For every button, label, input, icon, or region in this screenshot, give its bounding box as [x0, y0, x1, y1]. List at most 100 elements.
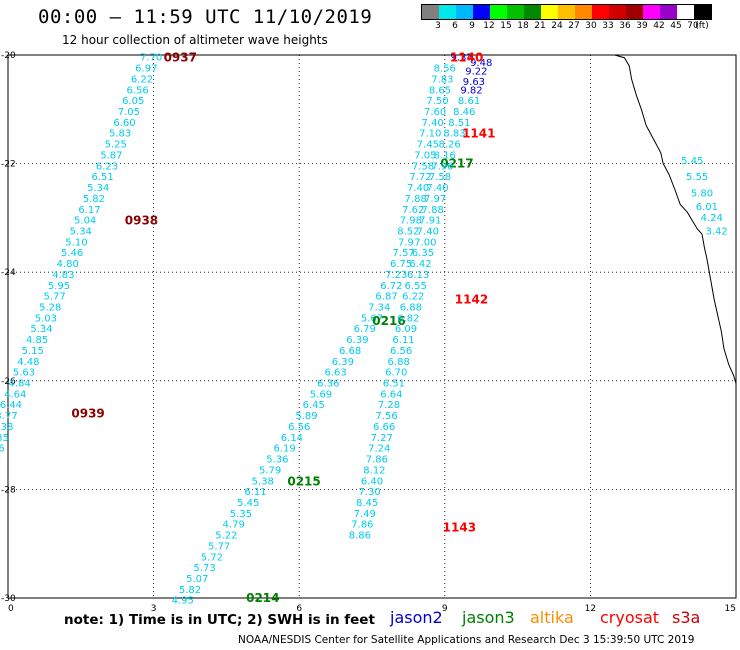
wave-height-label: 4.48 — [17, 357, 39, 368]
wave-height-label: 6.72 — [380, 281, 402, 292]
wave-height-label: 5.82 — [83, 194, 105, 205]
wave-height-label: 7.28 — [378, 400, 400, 411]
wave-height-label: 7.30 — [358, 487, 380, 498]
wave-height-label: 7.56 — [375, 411, 397, 422]
wave-height-label: 6.42 — [409, 259, 431, 270]
color-swatch — [643, 5, 660, 19]
wave-height-label: 7.57 — [392, 248, 414, 259]
wave-height-label: 6.39 — [346, 335, 368, 346]
color-swatch — [422, 5, 439, 19]
wave-height-label: 7.05 — [118, 107, 140, 118]
wave-height-label: 4.85 — [26, 335, 48, 346]
page-subtitle: 12 hour collection of altimeter wave hei… — [62, 33, 328, 47]
wave-height-label: 5.03 — [35, 313, 57, 324]
wave-height-label: 7.58 — [412, 161, 434, 172]
wave-height-label: 7.05 — [414, 150, 436, 161]
x-tick-label: 6 — [296, 604, 302, 614]
wave-height-label: 3.42 — [705, 226, 727, 237]
wave-height-label: 5.82 — [179, 585, 201, 596]
color-scale-tick-label: 33 — [602, 21, 614, 31]
wave-height-label: 5.69 — [310, 389, 332, 400]
wave-height-label: 8.86 — [349, 531, 371, 542]
pass-time-label: 1142 — [455, 292, 488, 306]
pass-time-label: 0938 — [125, 214, 158, 228]
wave-height-label: 8.12 — [363, 465, 385, 476]
color-swatch — [524, 5, 541, 19]
wave-height-label: 5.46 — [61, 248, 83, 259]
wave-height-label: 5.22 — [215, 531, 237, 542]
wave-height-label: 5.67 — [361, 313, 383, 324]
page-title: 00:00 – 11:59 UTC 11/10/2019 — [38, 6, 373, 28]
wave-height-label: 7.83 — [431, 74, 453, 85]
wave-height-label: 8.52 — [397, 226, 419, 237]
color-scale-legend: 3 6 9 12 15 18 21 24 27 30 33 36 39 42 45 70 (ft) — [421, 4, 712, 32]
wave-height-label: 6.22 — [402, 292, 424, 303]
color-scale-tick-label: 18 — [517, 21, 529, 31]
wave-height-label: 7.49 — [354, 509, 376, 520]
wave-height-label: 6.88 — [400, 302, 422, 313]
color-scale-tick-label: 42 — [653, 21, 665, 31]
color-swatch — [626, 5, 643, 19]
wave-height-label: 7.70 — [140, 53, 162, 64]
wave-height-label: 6.22 — [131, 74, 153, 85]
wave-height-label: 5.79 — [259, 465, 281, 476]
wave-height-label: 5.77 — [43, 292, 65, 303]
wave-height-label: 4.95 — [172, 596, 194, 607]
color-swatch — [677, 5, 694, 19]
color-swatch — [609, 5, 626, 19]
wave-height-label: 5.45 — [681, 156, 703, 167]
color-swatch — [439, 5, 456, 19]
wave-height-label: 4.46 — [0, 444, 5, 455]
pass-time-label: 0215 — [287, 474, 320, 488]
wave-height-label: 5.45 — [237, 498, 259, 509]
color-swatch — [660, 5, 677, 19]
color-scale-tick-label: 9 — [469, 21, 475, 31]
wave-height-label: 7.40 — [417, 226, 439, 237]
wave-height-label: 6.55 — [405, 281, 427, 292]
satellite-legend-jason2: jason2 — [390, 608, 443, 627]
wave-height-label: 9.22 — [465, 66, 487, 77]
wave-height-label: 5.36 — [266, 455, 288, 466]
color-scale-tick-label: 21 — [534, 21, 546, 31]
wave-height-label: 5.35 — [230, 509, 252, 520]
wave-height-label: 7.60 — [424, 107, 446, 118]
wave-height-label: 4.83 — [52, 270, 74, 281]
wave-height-label: 4.64 — [4, 389, 26, 400]
wave-height-label: 7.62 — [402, 205, 424, 216]
wave-height-label: 6.63 — [324, 368, 346, 379]
wave-height-label: 8.61 — [458, 96, 480, 107]
pass-time-label: 0939 — [71, 406, 104, 420]
pass-time-label: 0214 — [246, 591, 279, 605]
pass-time-label: 1141 — [462, 127, 495, 141]
wave-height-label: 5.34 — [87, 183, 109, 194]
wave-height-label: 6.56 — [288, 422, 310, 433]
wave-height-label: 6.79 — [354, 324, 376, 335]
wave-height-label: 5.72 — [201, 552, 223, 563]
pass-time-label: 0216 — [372, 314, 405, 328]
pass-time-label: 1143 — [443, 520, 476, 534]
wave-height-label: 6.40 — [361, 476, 383, 487]
color-swatch — [473, 5, 490, 19]
color-swatch — [541, 5, 558, 19]
y-tick-label: -24 — [1, 268, 16, 278]
wave-height-label: 7.00 — [414, 237, 436, 248]
wave-height-label: 9.82 — [460, 85, 482, 96]
wave-height-label: 6.88 — [388, 357, 410, 368]
wave-height-label: 5.34 — [70, 226, 92, 237]
wave-height-label: 9.37 — [451, 53, 473, 64]
wave-height-label: 8.56 — [434, 64, 456, 75]
wave-height-label: 5.55 — [686, 172, 708, 183]
y-tick-label: -20 — [1, 51, 16, 61]
wave-height-label: 5.95 — [48, 281, 70, 292]
wave-height-label: 8.46 — [453, 107, 475, 118]
footer-note: note: 1) Time is in UTC; 2) SWH is in fe… — [64, 612, 375, 628]
footer-credit: NOAA/NESDIS Center for Satellite Applica… — [238, 634, 695, 646]
wave-height-label: 6.60 — [113, 118, 135, 129]
wave-height-label: 4.35 — [0, 433, 9, 444]
satellite-legend-altika: altika — [530, 608, 574, 627]
wave-height-label: 5.73 — [193, 563, 215, 574]
wave-height-label: 6.68 — [339, 346, 361, 357]
x-tick-label: 0 — [8, 604, 14, 614]
color-swatch — [694, 5, 711, 19]
